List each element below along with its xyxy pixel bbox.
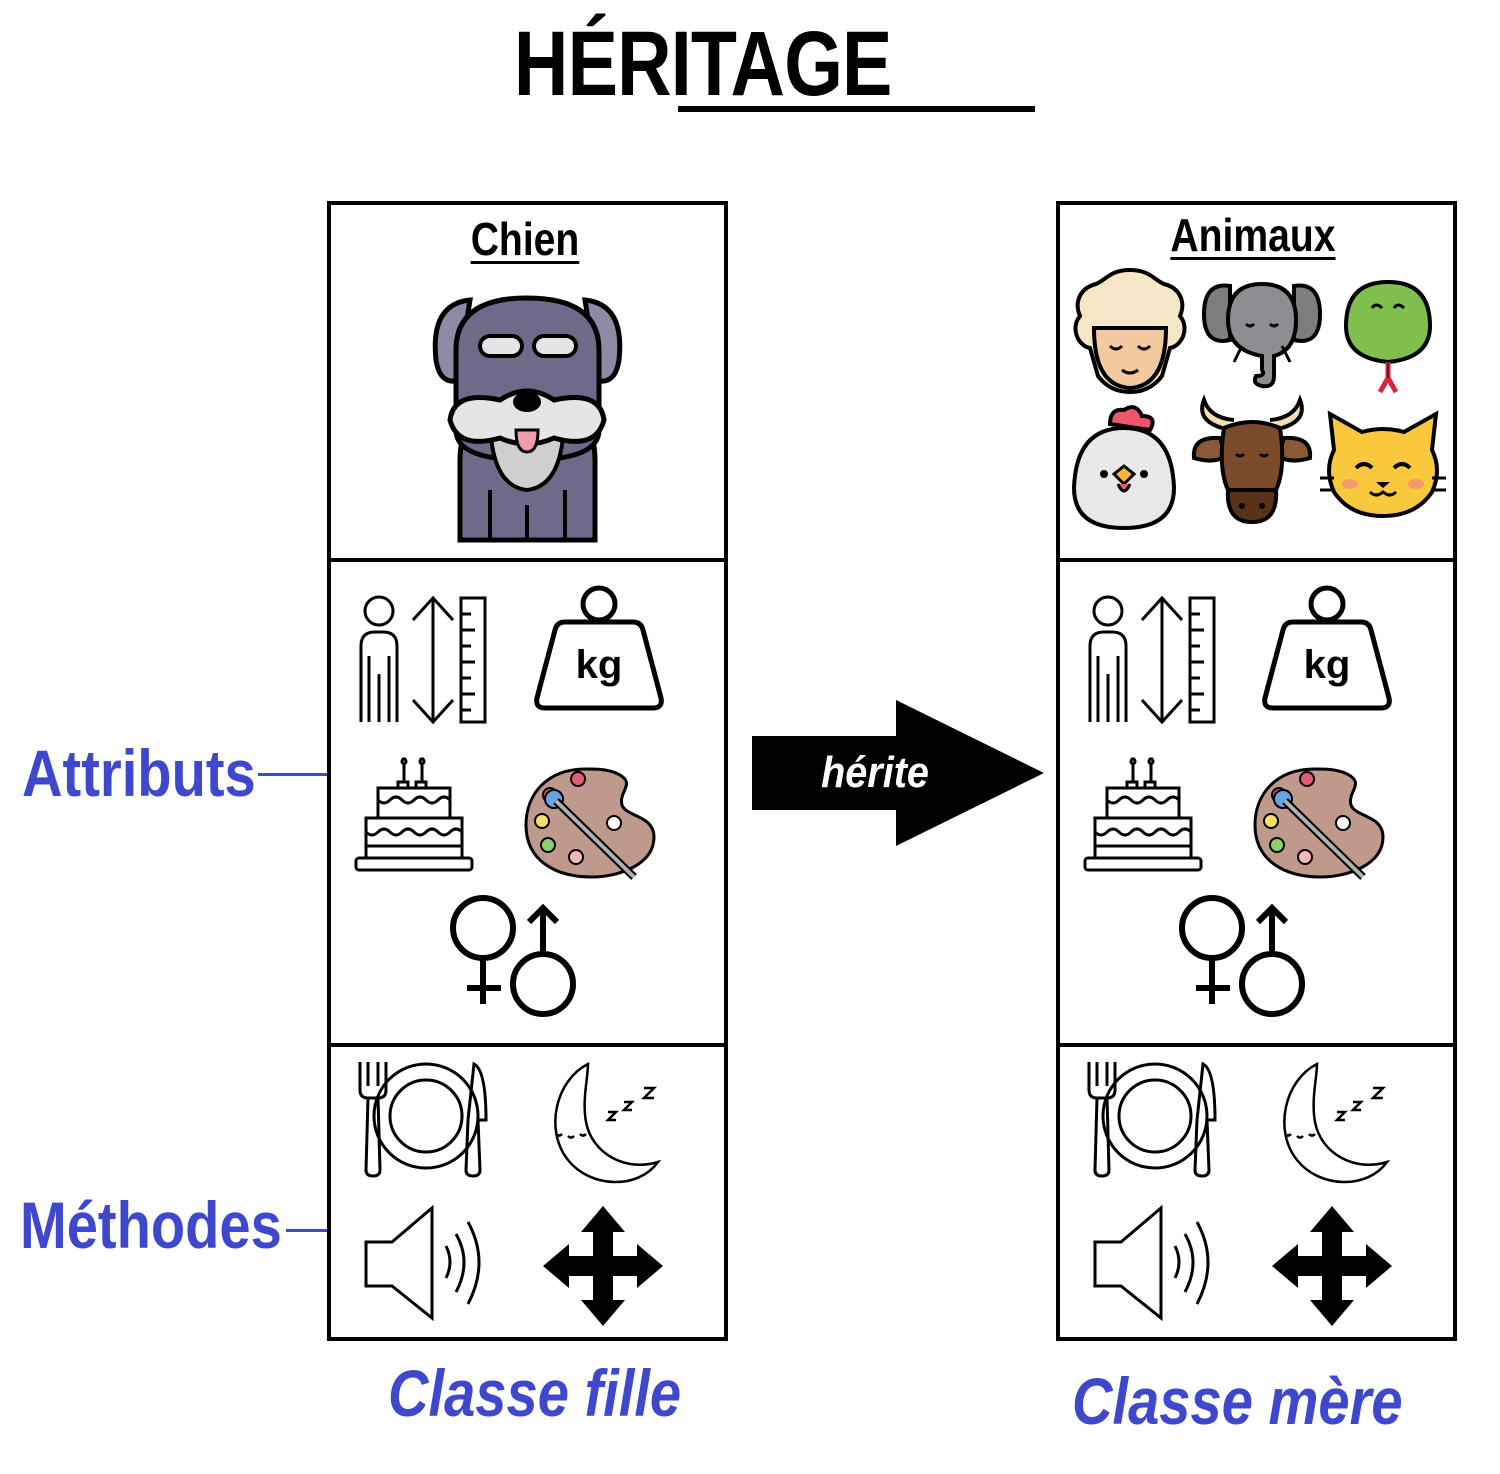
title-underline bbox=[678, 106, 1035, 112]
weight-kg-icon: kg bbox=[537, 586, 663, 712]
sound-speaker-icon bbox=[1093, 1206, 1210, 1320]
sheep-icon bbox=[1073, 267, 1187, 395]
eat-plate-icon bbox=[358, 1060, 488, 1178]
color-palette-icon bbox=[526, 765, 658, 883]
sleep-moon-icon bbox=[1283, 1062, 1389, 1184]
elephant-icon bbox=[1201, 281, 1323, 389]
attributes-connector bbox=[258, 773, 327, 776]
height-icon bbox=[359, 595, 487, 724]
parent-class-name: Animaux bbox=[1170, 209, 1336, 261]
cat-icon bbox=[1320, 410, 1446, 519]
parent-section-divider-2 bbox=[1056, 1043, 1457, 1047]
color-palette-icon bbox=[1255, 765, 1387, 883]
inheritance-arrow-label: hérite bbox=[821, 748, 929, 797]
chicken-icon bbox=[1071, 405, 1177, 531]
gender-icon bbox=[1178, 894, 1310, 1020]
weight-kg-text: kg bbox=[1304, 643, 1351, 687]
methods-connector bbox=[286, 1229, 327, 1232]
child-class-name: Chien bbox=[470, 213, 580, 265]
sleep-moon-icon bbox=[554, 1062, 660, 1184]
move-arrows-icon bbox=[543, 1206, 663, 1326]
page-title: HÉRITAGE bbox=[513, 13, 892, 115]
height-icon bbox=[1088, 595, 1216, 724]
bull-icon bbox=[1191, 394, 1313, 525]
birthday-cake-icon bbox=[1083, 756, 1203, 872]
sound-speaker-icon bbox=[364, 1206, 481, 1320]
snake-icon bbox=[1343, 279, 1433, 394]
child-section-divider-1 bbox=[327, 558, 728, 562]
parent-section-divider-1 bbox=[1056, 558, 1457, 562]
weight-kg-text: kg bbox=[576, 643, 623, 687]
parent-class-caption: Classe mère bbox=[1072, 1364, 1403, 1438]
child-class-caption: Classe fille bbox=[388, 1356, 682, 1430]
weight-kg-icon: kg bbox=[1265, 586, 1391, 712]
eat-plate-icon bbox=[1087, 1060, 1217, 1178]
birthday-cake-icon bbox=[354, 756, 474, 872]
methods-label: Méthodes bbox=[20, 1188, 282, 1262]
gender-icon bbox=[449, 894, 581, 1020]
attributes-label: Attributs bbox=[22, 736, 256, 810]
move-arrows-icon bbox=[1272, 1206, 1392, 1326]
dog-icon bbox=[432, 295, 623, 543]
child-section-divider-2 bbox=[327, 1043, 728, 1047]
inheritance-arrow bbox=[752, 700, 1044, 846]
